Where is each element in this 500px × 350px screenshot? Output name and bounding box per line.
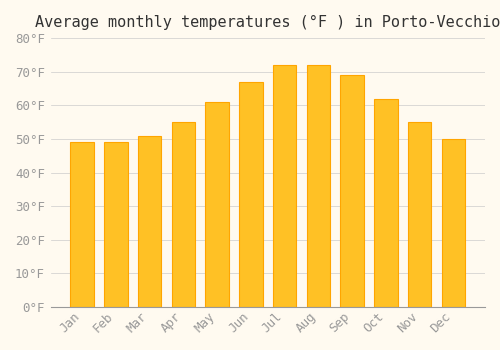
Bar: [408, 122, 432, 307]
Title: Average monthly temperatures (°F ) in Porto-Vecchio: Average monthly temperatures (°F ) in Po…: [35, 15, 500, 30]
Bar: [340, 75, 364, 307]
Bar: [442, 139, 466, 307]
Bar: [273, 65, 296, 307]
Bar: [70, 142, 94, 307]
Bar: [374, 99, 398, 307]
Bar: [104, 142, 128, 307]
Bar: [138, 136, 162, 307]
Bar: [239, 82, 262, 307]
Bar: [306, 65, 330, 307]
Bar: [172, 122, 195, 307]
Bar: [206, 102, 229, 307]
